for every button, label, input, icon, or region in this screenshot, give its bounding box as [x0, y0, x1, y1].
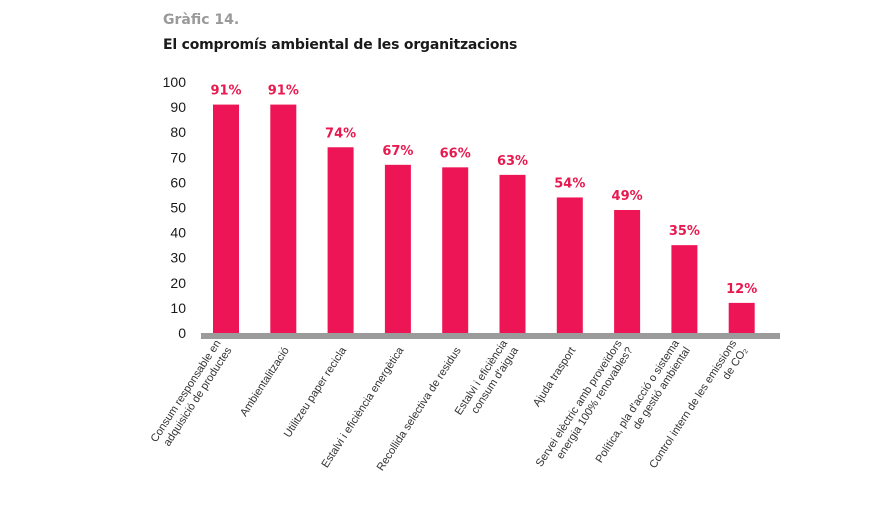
x-tick-label: Estalvi i eficiènciaconsum d'aigua	[453, 337, 522, 424]
data-label: 74%	[325, 126, 356, 141]
bar	[728, 302, 755, 333]
bar	[384, 164, 411, 333]
x-tick-label-line: Utilitzeu paper recicla	[282, 344, 350, 439]
chart-label: Gràfic 14.	[163, 12, 240, 28]
x-tick-label: Utilitzeu paper recicla	[282, 344, 350, 439]
data-label: 67%	[382, 144, 413, 159]
data-label: 35%	[669, 224, 700, 239]
x-tick-label: Ambientalització	[238, 345, 292, 419]
x-axis-line	[201, 333, 780, 339]
x-tick-label-line: Ajuda trasport	[531, 345, 578, 409]
bar	[327, 147, 354, 333]
y-tick-label: 90	[170, 99, 186, 115]
x-tick-label: Ajuda trasport	[531, 345, 578, 409]
bar	[442, 167, 469, 333]
y-tick-label: 20	[170, 275, 186, 291]
y-tick-label: 50	[170, 200, 186, 216]
y-tick-label: 60	[170, 174, 186, 190]
bar	[499, 174, 526, 333]
bar	[270, 104, 297, 333]
bar	[614, 210, 641, 333]
bar	[671, 245, 698, 333]
data-label: 49%	[612, 189, 643, 204]
bar	[213, 104, 239, 333]
y-tick-label: 70	[170, 149, 186, 165]
data-label: 63%	[497, 154, 528, 169]
y-tick-label: 40	[170, 225, 186, 241]
data-label: 91%	[210, 84, 241, 99]
y-tick-label: 10	[170, 300, 186, 316]
y-tick-label: 80	[170, 124, 186, 140]
x-tick-label-line: Ambientalització	[238, 345, 292, 419]
bar	[556, 197, 583, 333]
y-tick-label: 30	[170, 250, 186, 266]
y-tick-label: 100	[163, 74, 187, 90]
data-label: 54%	[554, 176, 585, 191]
x-tick-label: Servei elèctric amb proveïdorsenergia 10…	[534, 338, 636, 477]
y-tick-label: 0	[178, 325, 186, 341]
data-label: 66%	[440, 146, 471, 161]
chart-title: El compromís ambiental de les organitzac…	[163, 37, 518, 53]
data-label: 91%	[268, 84, 299, 99]
data-label: 12%	[726, 282, 757, 297]
x-tick-label-line: Consum responsable en	[149, 338, 224, 445]
x-tick-label: Consum responsable enadquisició de produ…	[149, 338, 235, 452]
